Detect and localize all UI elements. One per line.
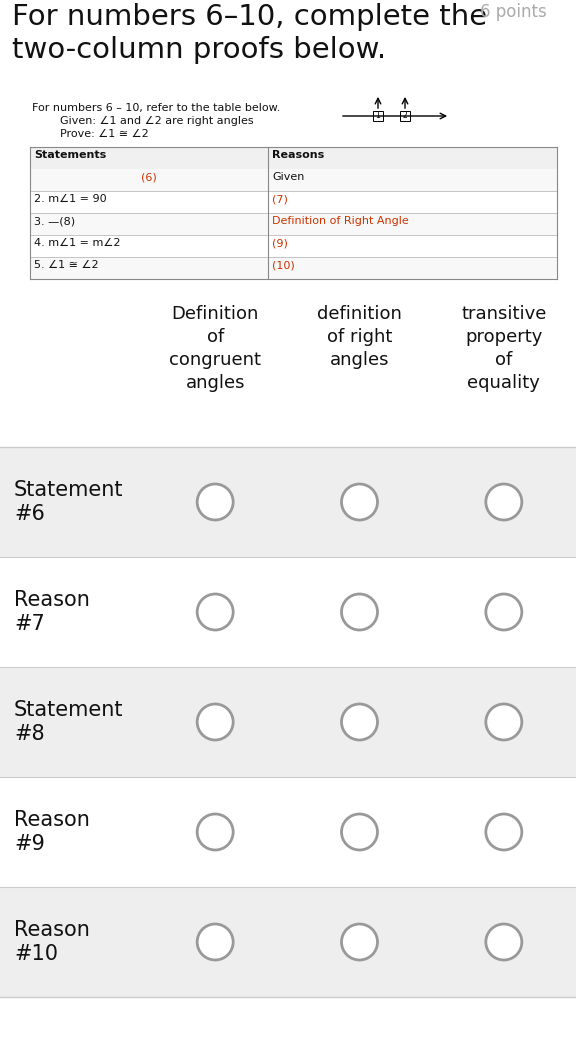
Text: For numbers 6 – 10, refer to the table below.: For numbers 6 – 10, refer to the table b…	[32, 103, 281, 114]
Text: (9): (9)	[272, 238, 288, 248]
Circle shape	[342, 705, 377, 740]
Text: Definition of Right Angle: Definition of Right Angle	[272, 216, 409, 226]
Circle shape	[342, 484, 377, 520]
Text: Reason
#7: Reason #7	[14, 590, 90, 634]
Bar	[0, 667, 576, 777]
Bar	[0, 557, 576, 667]
Circle shape	[486, 814, 522, 850]
Text: Reason
#10: Reason #10	[14, 920, 90, 964]
Text: Given: ∠1 and ∠2 are right angles: Given: ∠1 and ∠2 are right angles	[60, 116, 253, 126]
Text: Reason
#9: Reason #9	[14, 810, 90, 854]
Circle shape	[342, 594, 377, 630]
Text: (7): (7)	[272, 194, 288, 204]
Bar	[30, 234, 557, 257]
Text: Prove: ∠1 ≅ ∠2: Prove: ∠1 ≅ ∠2	[60, 129, 149, 139]
Text: Statement
#8: Statement #8	[14, 700, 123, 744]
Text: Reasons: Reasons	[272, 150, 324, 160]
Text: 2: 2	[403, 111, 407, 121]
Text: For numbers 6–10, complete the: For numbers 6–10, complete the	[12, 3, 487, 31]
Text: 2. m∠1 = 90: 2. m∠1 = 90	[34, 194, 107, 204]
Bar	[30, 147, 557, 169]
Circle shape	[342, 814, 377, 850]
Text: 6 points: 6 points	[480, 3, 547, 21]
Bar	[30, 257, 557, 279]
Bar	[30, 191, 557, 213]
Text: 1: 1	[376, 111, 380, 121]
Text: Statement
#6: Statement #6	[14, 480, 123, 524]
Circle shape	[197, 594, 233, 630]
Circle shape	[486, 594, 522, 630]
Bar	[30, 169, 557, 191]
Text: two-column proofs below.: two-column proofs below.	[12, 36, 386, 64]
Circle shape	[486, 484, 522, 520]
Text: 5. ∠1 ≅ ∠2: 5. ∠1 ≅ ∠2	[34, 260, 98, 269]
Circle shape	[197, 705, 233, 740]
Text: Definition
of
congruent
angles: Definition of congruent angles	[169, 305, 261, 392]
Text: Given: Given	[272, 172, 304, 182]
Bar	[0, 447, 576, 557]
Circle shape	[486, 705, 522, 740]
Circle shape	[197, 924, 233, 960]
Bar	[373, 111, 383, 121]
Text: (6): (6)	[141, 172, 157, 182]
Circle shape	[197, 484, 233, 520]
Circle shape	[486, 924, 522, 960]
Circle shape	[197, 814, 233, 850]
Text: definition
of right
angles: definition of right angles	[317, 305, 402, 369]
Bar	[0, 777, 576, 887]
Bar	[30, 213, 557, 234]
Circle shape	[342, 924, 377, 960]
Bar	[0, 887, 576, 997]
Text: transitive
property
of
equality: transitive property of equality	[461, 305, 547, 392]
Text: 3. —(8): 3. —(8)	[34, 216, 75, 226]
Text: (10): (10)	[272, 260, 295, 269]
Bar	[400, 111, 410, 121]
Text: Statements: Statements	[34, 150, 106, 160]
Text: 4. m∠1 = m∠2: 4. m∠1 = m∠2	[34, 238, 120, 248]
